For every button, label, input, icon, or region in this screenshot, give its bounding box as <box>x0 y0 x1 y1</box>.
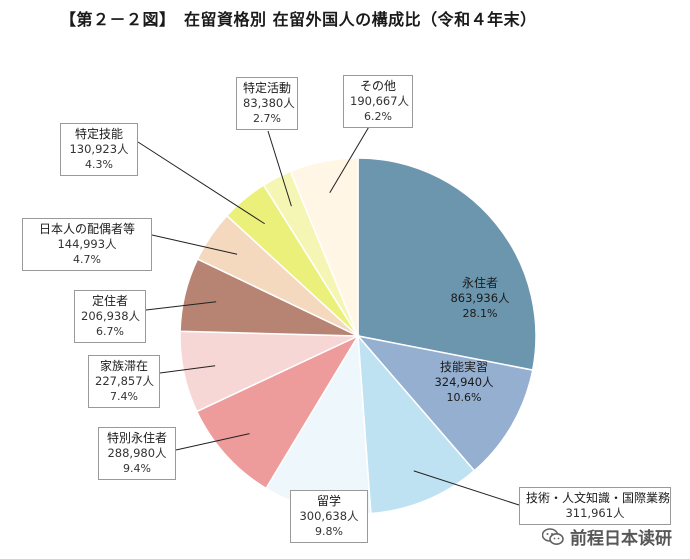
slice-callout: 特定活動 83,380人 2.7% <box>236 77 298 130</box>
pie-slice <box>357 157 537 372</box>
watermark-text: 前程日本读研 <box>570 529 672 549</box>
watermark: 前程日本读研 <box>541 524 672 549</box>
slice-pct: 7.4% <box>110 390 138 403</box>
leader-line <box>137 141 265 225</box>
wechat-icon <box>541 527 564 546</box>
slice-callout: その他 190,667人 6.2% <box>343 75 413 128</box>
leader-line <box>151 234 238 255</box>
slice-name: 特定技能 <box>74 127 123 141</box>
slice-count: 206,938人 <box>81 309 141 323</box>
slice-count: 863,936人 <box>450 291 510 305</box>
slice-count: 300,638人 <box>299 509 359 523</box>
pie-slice <box>357 333 476 515</box>
slice-name: その他 <box>359 79 396 93</box>
chart-title: 【第２－２図】 在留資格別 在留外国人の構成比（令和４年末） <box>60 10 537 29</box>
pie-slice <box>289 157 359 337</box>
slice-count: 83,380人 <box>243 96 295 110</box>
slice-label: 技能実習 324,940人 10.6% <box>424 360 504 405</box>
slice-count: 311,961人 <box>565 506 625 520</box>
slice-pct: 10.6% <box>446 391 482 404</box>
slice-count: 130,923人 <box>69 142 129 156</box>
slice-pct: 9.8% <box>315 525 343 538</box>
slice-pct: 6.2% <box>364 110 392 123</box>
slice-name: 技術・人文知識・国際業務 <box>526 491 671 505</box>
slice-pct: 9.4% <box>123 462 151 475</box>
slice-count: 324,940人 <box>434 375 494 389</box>
slice-callout: 定住者 206,938人 6.7% <box>74 290 146 343</box>
slice-name: 定住者 <box>91 294 128 308</box>
slice-count: 144,993人 <box>57 237 117 251</box>
slice-pct: 2.7% <box>253 112 281 125</box>
slice-pct: 28.1% <box>462 307 498 320</box>
slice-callout: 日本人の配偶者等 144,993人 4.7% <box>22 218 152 271</box>
slice-count: 190,667人 <box>350 94 410 108</box>
slice-name: 特別永住者 <box>106 431 167 445</box>
slice-name: 永住者 <box>461 276 498 290</box>
slice-name: 特定活動 <box>243 81 292 95</box>
leader-line <box>267 130 292 207</box>
slice-name: 技能実習 <box>439 360 488 374</box>
leader-line <box>145 301 217 311</box>
leader-line <box>175 433 250 451</box>
slice-pct: 4.7% <box>73 253 101 266</box>
slice-name: 留学 <box>316 494 341 508</box>
slice-label: 永住者 863,936人 28.1% <box>440 276 520 321</box>
slice-count: 227,857人 <box>95 374 155 388</box>
leader-line <box>413 470 520 506</box>
leader-line <box>329 124 371 194</box>
slice-pct: 6.7% <box>96 325 124 338</box>
slice-callout: 特定技能 130,923人 4.3% <box>60 123 138 176</box>
slice-name: 家族滞在 <box>99 359 148 373</box>
slice-count: 288,980人 <box>107 446 167 460</box>
slice-callout: 留学 300,638人 9.8% <box>290 490 368 543</box>
slice-callout: 技術・人文知識・国際業務 311,961人 <box>519 487 671 525</box>
leader-line <box>159 365 216 374</box>
pie-slice <box>356 334 534 472</box>
slice-callout: 家族滞在 227,857人 7.4% <box>88 355 160 408</box>
slice-pct: 4.3% <box>85 158 113 171</box>
pie-slice <box>195 334 360 490</box>
slice-name: 日本人の配偶者等 <box>38 222 135 236</box>
slice-callout: 特別永住者 288,980人 9.4% <box>98 427 176 480</box>
